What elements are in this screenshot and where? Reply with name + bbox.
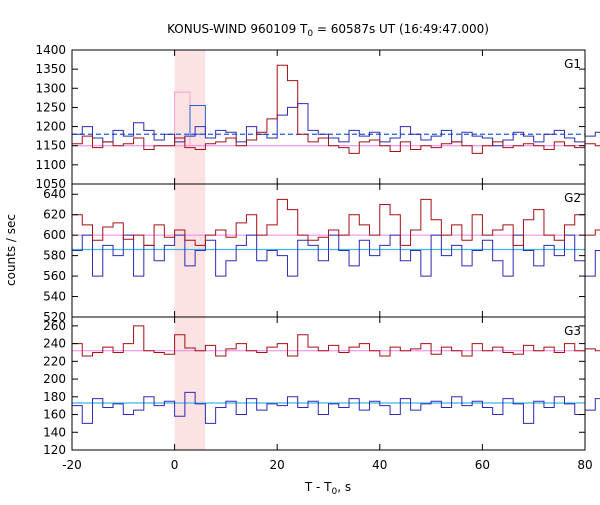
- chart-title: KONUS-WIND 960109 T0 = 60587s UT (16:49:…: [167, 22, 489, 39]
- g2-y-tick-label: 540: [43, 290, 66, 304]
- g1-panel-frame: [71, 49, 586, 185]
- y-axis-title: counts / sec: [4, 214, 18, 286]
- g2-blue-series-line: [72, 234, 600, 277]
- g3-y-tick-label: 240: [43, 337, 66, 351]
- x-tick-label: 60: [475, 458, 490, 472]
- g3-blue-series-line: [72, 391, 600, 424]
- g3-panel-frame: [71, 316, 586, 451]
- g1-panel-label: G1: [564, 57, 581, 71]
- g2-y-tick-label: 520: [43, 310, 66, 324]
- x-tick-label: 40: [372, 458, 387, 472]
- x-tick-label: 0: [171, 458, 179, 472]
- g3-y-tick-label: 260: [43, 319, 66, 333]
- g1-y-tick-label: 1400: [35, 43, 66, 57]
- g2-y-tick-label: 620: [43, 208, 66, 222]
- g1-y-tick-label: 1050: [35, 177, 66, 191]
- g2-red-series-line: [72, 198, 600, 246]
- g1-blue-series-line: [72, 103, 600, 147]
- g1-y-tick-label: 1300: [35, 81, 66, 95]
- x-tick-label: 80: [577, 458, 592, 472]
- g2-y-tick-label: 640: [43, 187, 66, 201]
- x-tick-label: 20: [270, 458, 285, 472]
- g3-y-tick-label: 220: [43, 354, 66, 368]
- g2-y-tick-label: 600: [43, 228, 66, 242]
- g3-y-tick-label: 180: [43, 390, 66, 404]
- g3-panel-label: G3: [564, 324, 581, 338]
- g1-y-tick-label: 1100: [35, 158, 66, 172]
- g2-panel-label: G2: [564, 191, 581, 205]
- x-tick-label: -20: [62, 458, 82, 472]
- g1-red-series-line: [72, 64, 600, 154]
- g3-y-tick-label: 200: [43, 372, 66, 386]
- g3-red-series-line: [72, 325, 600, 357]
- plot-layer: 10501100115012001250130013501400G1520540…: [35, 43, 600, 472]
- g1-y-tick-label: 1350: [35, 62, 66, 76]
- g1-y-tick-label: 1250: [35, 100, 66, 114]
- g3-y-tick-label: 120: [43, 443, 66, 457]
- g3-y-tick-label: 160: [43, 408, 66, 422]
- g3-y-tick-label: 140: [43, 425, 66, 439]
- g2-y-tick-label: 580: [43, 249, 66, 263]
- g1-y-tick-label: 1200: [35, 120, 66, 134]
- g1-burst-box-blue: [189, 105, 206, 135]
- g2-y-tick-label: 560: [43, 269, 66, 283]
- g1-y-tick-label: 1150: [35, 139, 66, 153]
- x-axis-title: T - T0, s: [304, 480, 351, 497]
